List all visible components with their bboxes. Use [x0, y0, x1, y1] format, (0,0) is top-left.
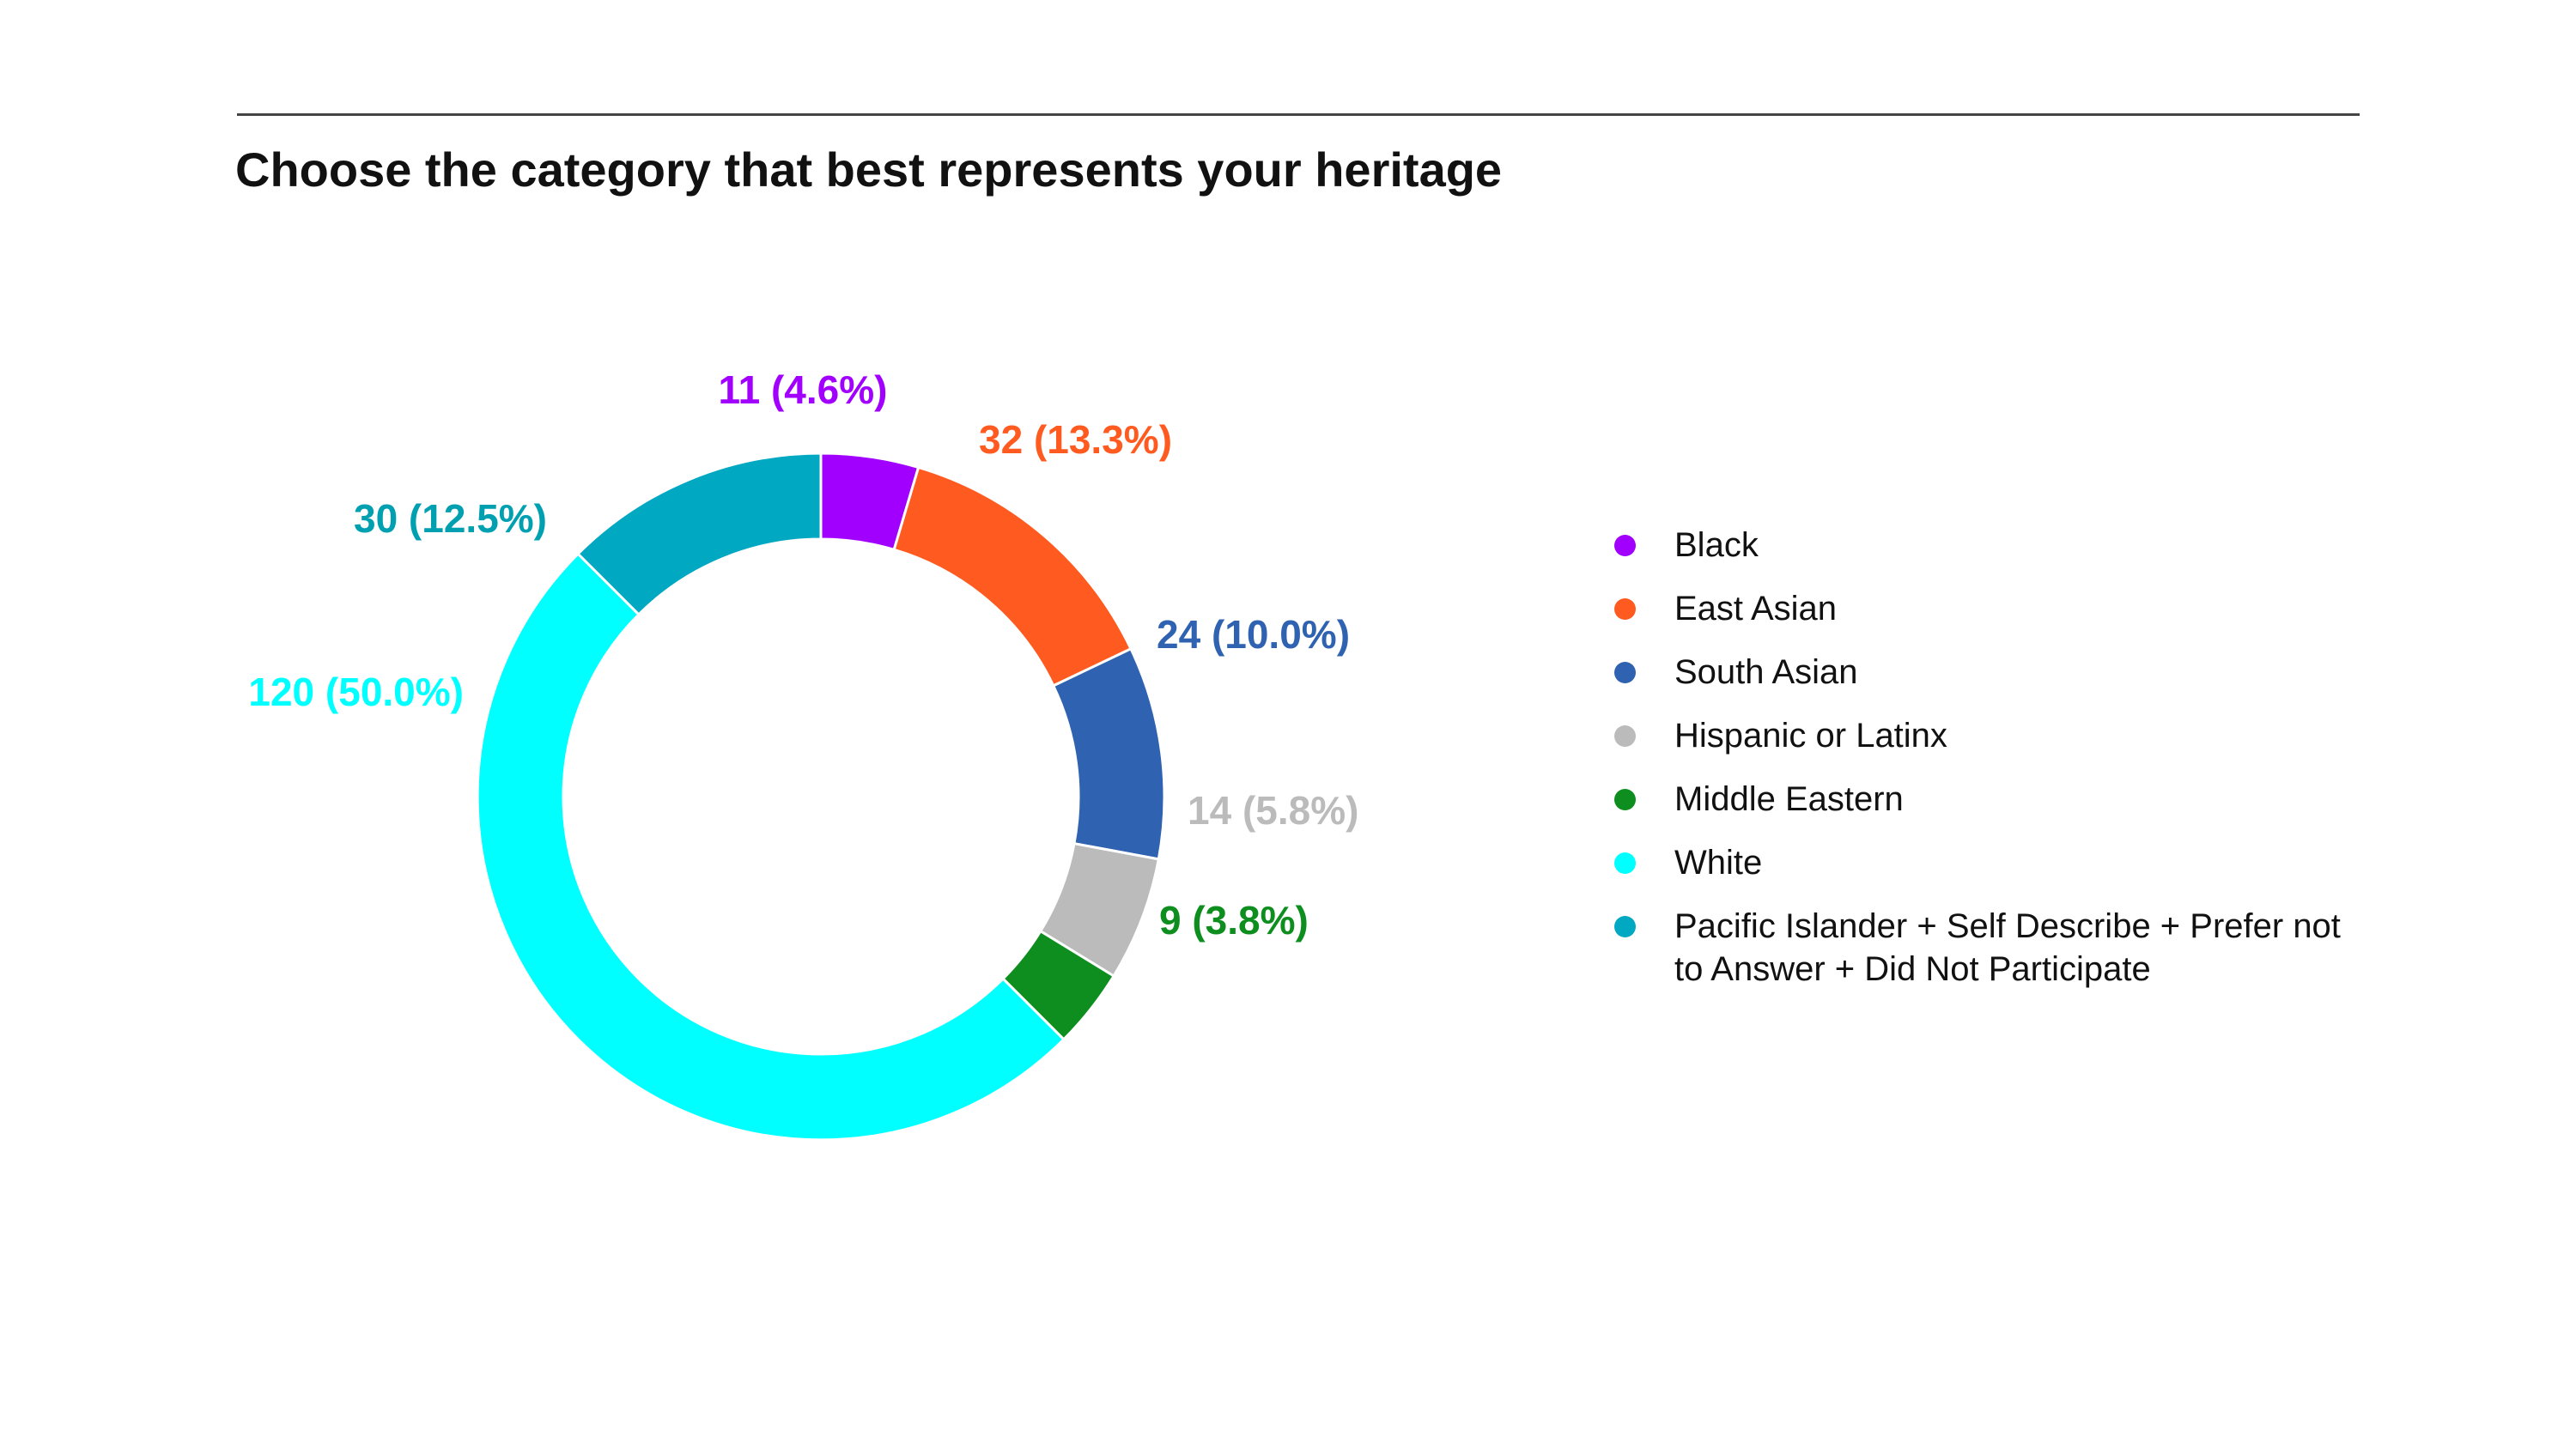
data-label-7: 30 (12.5%): [354, 496, 547, 541]
legend-swatch: [1614, 916, 1636, 937]
legend-item: Middle Eastern: [1614, 778, 2379, 821]
legend-label: Hispanic or Latinx: [1674, 717, 1947, 755]
data-label-3: 24 (10.0%): [1157, 612, 1350, 657]
legend-label: Middle Eastern: [1674, 780, 1904, 818]
legend-label: White: [1674, 844, 1763, 882]
legend-label: East Asian: [1674, 590, 1838, 627]
legend-item: White: [1614, 841, 2379, 884]
legend-swatch: [1614, 535, 1636, 556]
legend-label: South Asian: [1674, 653, 1858, 691]
legend-label: Black: [1674, 526, 1759, 564]
legend-swatch: [1614, 662, 1636, 683]
data-label-6: 120 (50.0%): [248, 670, 464, 714]
chart-title: Choose the category that best represents…: [235, 142, 1503, 197]
legend-item: Black: [1614, 524, 2379, 567]
chart-legend: Black East Asian South Asian Hispanic or La…: [1614, 524, 2379, 1011]
donut-slices: [477, 452, 1166, 1141]
top-rule: [237, 113, 2360, 116]
legend-label: Pacific Islander + Self Describe + Prefe…: [1674, 907, 2341, 988]
data-label-2: 32 (13.3%): [979, 417, 1172, 462]
legend-swatch: [1614, 725, 1636, 747]
legend-swatch: [1614, 789, 1636, 810]
data-labels: 11 (4.6%) 32 (13.3%) 24 (10.0%) 14 (5.8%) 9 …: [248, 367, 1358, 943]
legend-item: East Asian: [1614, 587, 2379, 630]
donut-slice-3: [1051, 646, 1166, 861]
legend-swatch: [1614, 598, 1636, 620]
donut-slice-6: [477, 552, 1066, 1141]
donut-slice-2: [892, 465, 1133, 688]
legend-item: Pacific Islander + Self Describe + Prefe…: [1614, 905, 2379, 991]
legend-item: Hispanic or Latinx: [1614, 714, 2379, 757]
data-label-1: 11 (4.6%): [719, 367, 888, 412]
data-label-4: 14 (5.8%): [1188, 788, 1358, 833]
data-label-5: 9 (3.8%): [1159, 898, 1309, 943]
donut-slice-7: [576, 452, 823, 616]
legend-item: South Asian: [1614, 651, 2379, 694]
legend-swatch: [1614, 852, 1636, 874]
